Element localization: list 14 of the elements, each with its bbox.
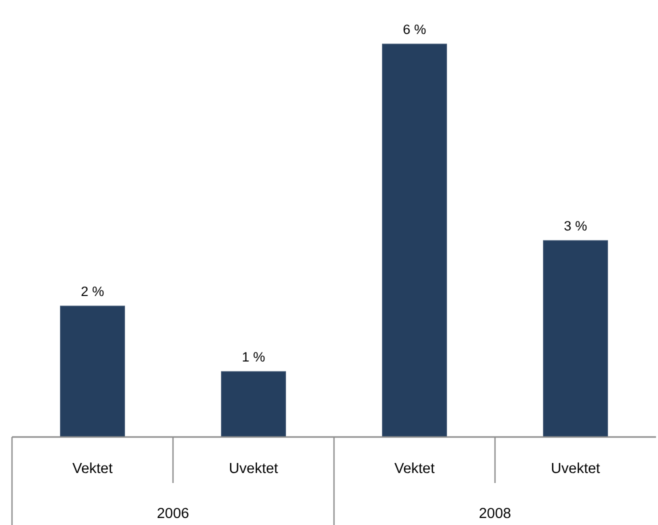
data-label: 3 % xyxy=(564,218,588,234)
bar xyxy=(60,306,125,438)
bar xyxy=(543,240,608,438)
data-label: 2 % xyxy=(80,284,104,299)
x-tick-label: Uvektet xyxy=(228,461,278,477)
bar xyxy=(382,44,447,438)
text: 2006 xyxy=(156,506,190,522)
bar xyxy=(221,371,286,438)
text: 2008 xyxy=(478,506,512,522)
data-label: 1 % xyxy=(242,350,266,364)
data-label: 6 % xyxy=(402,22,426,37)
x-tick-label: Vektet xyxy=(72,461,113,477)
x-tick-label: Vektet xyxy=(394,461,435,477)
x-tick-label: Uvektet xyxy=(550,461,600,477)
